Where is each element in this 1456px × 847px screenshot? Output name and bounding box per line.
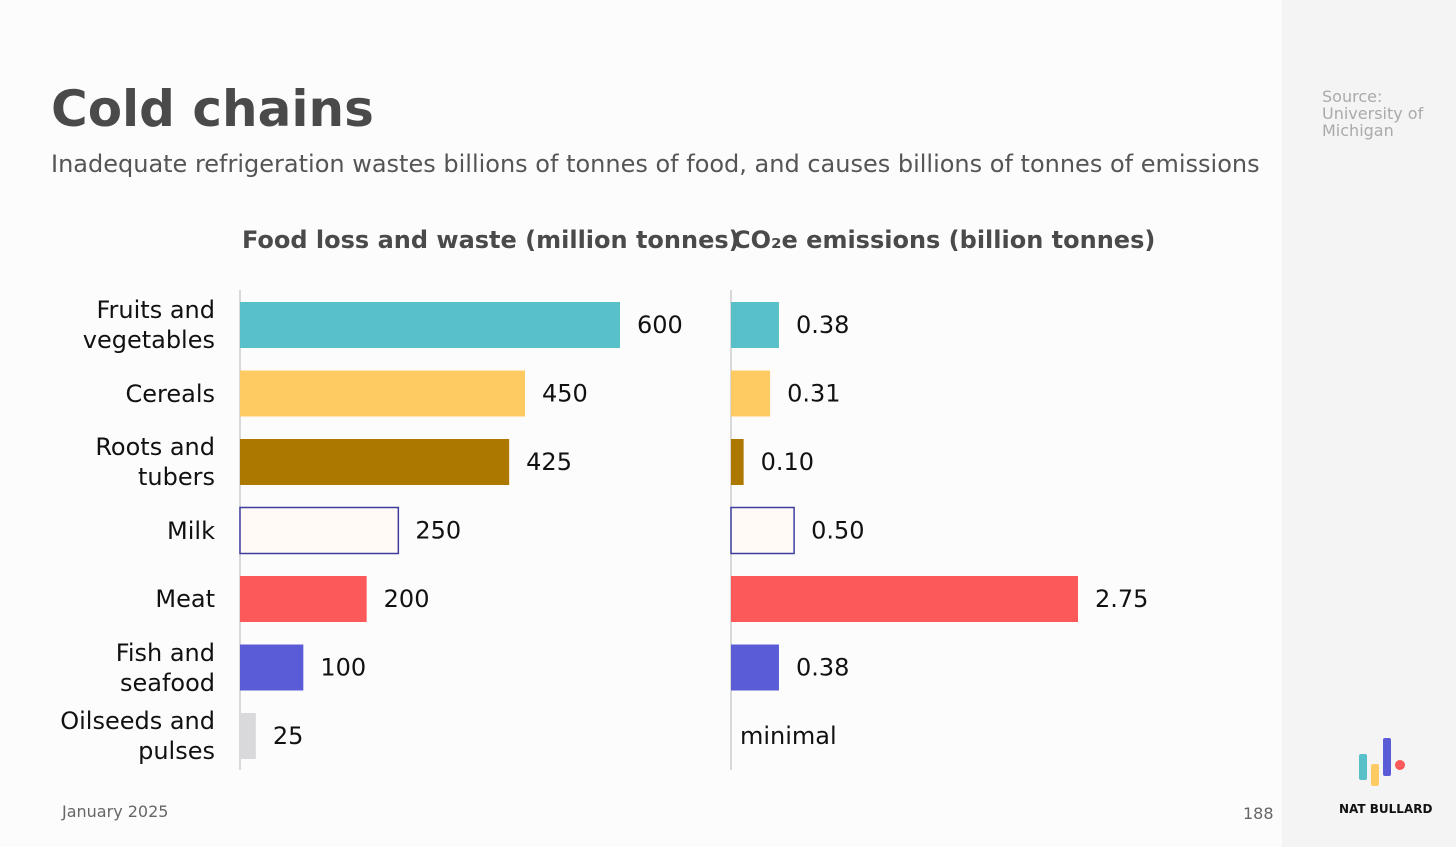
side-panel — [1282, 0, 1456, 847]
value-label: 0.31 — [787, 380, 840, 408]
date: January 2025 — [62, 802, 169, 821]
category-label: Oilseeds and pulses — [60, 707, 215, 765]
value-label: minimal — [740, 722, 837, 750]
value-label: 100 — [320, 654, 366, 682]
logo — [1359, 738, 1405, 786]
category-label: Cereals — [125, 379, 215, 408]
bar — [240, 576, 367, 622]
value-label: 250 — [415, 517, 461, 545]
bar — [731, 370, 771, 417]
bar — [731, 576, 1078, 622]
subtitle: Inadequate refrigeration wastes billions… — [51, 150, 1260, 178]
bar — [240, 439, 510, 485]
bar — [239, 506, 400, 555]
value-label: 200 — [384, 585, 430, 613]
category-label: Meat — [155, 585, 215, 613]
bar — [240, 302, 620, 348]
bar — [731, 439, 744, 485]
value-label: 2.75 — [1095, 585, 1148, 613]
value-label: 25 — [273, 722, 304, 750]
bar — [730, 506, 795, 555]
title: Cold chains — [51, 80, 374, 138]
category-label: Fish and seafood — [115, 638, 215, 697]
bar — [731, 644, 779, 691]
brand: NAT BULLARD — [1339, 802, 1433, 816]
value-label: 450 — [542, 380, 588, 408]
chart-title: CO₂e emissions (billion tonnes) — [733, 226, 1156, 254]
bar — [240, 713, 256, 759]
value-label: 0.10 — [761, 448, 814, 476]
value-label: 600 — [637, 311, 683, 339]
value-label: 0.38 — [796, 654, 849, 682]
page-number: 188 — [1243, 804, 1274, 823]
category-label: Fruits and vegetables — [82, 296, 215, 354]
bar — [240, 370, 525, 417]
bar — [240, 644, 304, 691]
value-label: 0.50 — [811, 517, 864, 545]
value-label: 425 — [526, 448, 572, 476]
source: Source: University of Michigan — [1322, 87, 1424, 140]
chart-title: Food loss and waste (million tonnes) — [242, 226, 740, 254]
category-label: Milk — [167, 516, 215, 545]
value-label: 0.38 — [796, 311, 849, 339]
bar — [731, 302, 779, 348]
category-label: Roots and tubers — [95, 433, 215, 491]
